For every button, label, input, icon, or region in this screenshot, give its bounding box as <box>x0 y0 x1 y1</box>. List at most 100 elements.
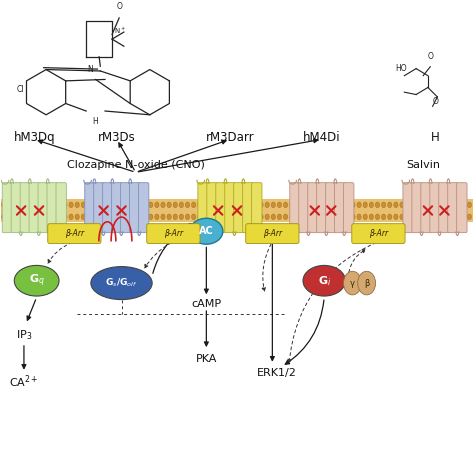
Ellipse shape <box>351 214 355 219</box>
FancyBboxPatch shape <box>198 182 208 233</box>
Ellipse shape <box>26 214 30 219</box>
Ellipse shape <box>149 214 153 219</box>
Ellipse shape <box>216 202 220 208</box>
Ellipse shape <box>14 214 18 219</box>
Text: O: O <box>116 2 122 11</box>
Ellipse shape <box>216 214 220 219</box>
Ellipse shape <box>418 202 422 208</box>
Ellipse shape <box>332 202 337 208</box>
FancyBboxPatch shape <box>29 182 39 233</box>
Ellipse shape <box>14 202 18 208</box>
Ellipse shape <box>326 202 330 208</box>
Ellipse shape <box>283 214 288 219</box>
Ellipse shape <box>382 202 386 208</box>
Ellipse shape <box>204 214 208 219</box>
Ellipse shape <box>400 202 404 208</box>
Ellipse shape <box>118 214 122 219</box>
Ellipse shape <box>106 202 110 208</box>
Ellipse shape <box>235 214 238 219</box>
FancyBboxPatch shape <box>299 182 309 233</box>
FancyBboxPatch shape <box>290 182 300 233</box>
Ellipse shape <box>253 202 257 208</box>
Ellipse shape <box>8 214 12 219</box>
Ellipse shape <box>388 214 392 219</box>
Ellipse shape <box>100 214 104 219</box>
Ellipse shape <box>290 214 294 219</box>
Ellipse shape <box>32 202 36 208</box>
FancyBboxPatch shape <box>234 182 244 233</box>
Text: H: H <box>93 117 99 126</box>
Ellipse shape <box>332 214 337 219</box>
Ellipse shape <box>363 202 367 208</box>
Ellipse shape <box>45 214 49 219</box>
Ellipse shape <box>137 202 141 208</box>
Ellipse shape <box>461 202 465 208</box>
Ellipse shape <box>296 214 300 219</box>
Ellipse shape <box>467 214 472 219</box>
Ellipse shape <box>204 202 208 208</box>
FancyBboxPatch shape <box>430 182 440 233</box>
Ellipse shape <box>222 202 227 208</box>
FancyBboxPatch shape <box>207 182 217 233</box>
Ellipse shape <box>375 202 380 208</box>
FancyBboxPatch shape <box>216 182 226 233</box>
Ellipse shape <box>302 214 306 219</box>
Ellipse shape <box>449 214 453 219</box>
Ellipse shape <box>283 202 288 208</box>
Ellipse shape <box>394 214 398 219</box>
Ellipse shape <box>222 214 227 219</box>
Text: HO: HO <box>395 64 407 73</box>
Ellipse shape <box>303 265 346 296</box>
Ellipse shape <box>173 202 177 208</box>
Ellipse shape <box>443 202 447 208</box>
Ellipse shape <box>81 214 85 219</box>
Ellipse shape <box>259 214 263 219</box>
FancyBboxPatch shape <box>111 182 122 233</box>
Ellipse shape <box>228 214 233 219</box>
Ellipse shape <box>51 214 55 219</box>
FancyBboxPatch shape <box>308 182 318 233</box>
Ellipse shape <box>351 202 355 208</box>
Ellipse shape <box>124 202 128 208</box>
FancyBboxPatch shape <box>129 182 140 233</box>
Ellipse shape <box>246 214 251 219</box>
Ellipse shape <box>345 214 349 219</box>
Ellipse shape <box>1 202 6 208</box>
Ellipse shape <box>271 202 275 208</box>
Text: rM3Ds: rM3Ds <box>98 131 136 144</box>
Ellipse shape <box>430 214 435 219</box>
Ellipse shape <box>93 214 98 219</box>
Text: β-Arr: β-Arr <box>369 229 388 238</box>
FancyBboxPatch shape <box>48 224 101 244</box>
Ellipse shape <box>112 202 116 208</box>
Ellipse shape <box>143 214 147 219</box>
Ellipse shape <box>424 214 428 219</box>
Ellipse shape <box>290 202 294 208</box>
Text: ERK1/2: ERK1/2 <box>257 368 297 378</box>
Ellipse shape <box>240 202 245 208</box>
Text: β: β <box>364 279 369 288</box>
Text: Cl: Cl <box>17 85 25 94</box>
FancyBboxPatch shape <box>243 182 253 233</box>
Ellipse shape <box>320 202 324 208</box>
Ellipse shape <box>185 202 190 208</box>
Text: Clozapine N-oxide (CNO): Clozapine N-oxide (CNO) <box>67 160 205 170</box>
Ellipse shape <box>87 202 91 208</box>
Ellipse shape <box>338 202 343 208</box>
Ellipse shape <box>296 202 300 208</box>
FancyBboxPatch shape <box>252 182 262 233</box>
Ellipse shape <box>326 214 330 219</box>
Ellipse shape <box>69 202 73 208</box>
Ellipse shape <box>191 214 196 219</box>
Ellipse shape <box>112 214 116 219</box>
Text: CA$^{2+}$: CA$^{2+}$ <box>9 374 39 391</box>
Ellipse shape <box>26 202 30 208</box>
Ellipse shape <box>271 214 275 219</box>
Ellipse shape <box>161 214 165 219</box>
Ellipse shape <box>240 214 245 219</box>
Ellipse shape <box>228 202 233 208</box>
FancyBboxPatch shape <box>103 182 113 233</box>
Ellipse shape <box>369 214 374 219</box>
FancyBboxPatch shape <box>421 182 431 233</box>
Ellipse shape <box>198 202 202 208</box>
